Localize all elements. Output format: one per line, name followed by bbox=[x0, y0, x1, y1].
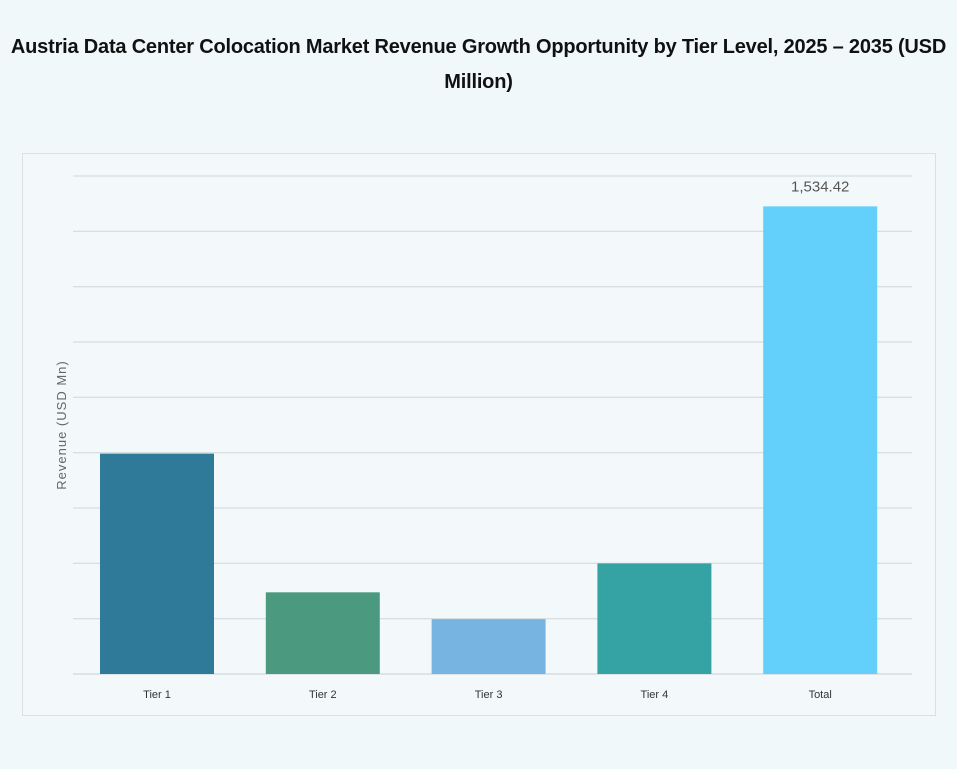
bar-tier-4 bbox=[597, 563, 712, 674]
data-label: 1,534.42 bbox=[791, 178, 849, 195]
x-tick-label: Tier 4 bbox=[641, 689, 669, 701]
x-tick-label: Tier 2 bbox=[309, 689, 337, 701]
labels: Tier 1 Tier 2 Tier 3 Tier 4 Total 1,534.42 bbox=[143, 178, 849, 701]
bars bbox=[100, 206, 878, 674]
chart-title: Austria Data Center Colocation Market Re… bbox=[10, 36, 947, 93]
bar-tier-1 bbox=[100, 453, 214, 674]
x-tick-label: Tier 1 bbox=[143, 689, 171, 701]
x-tick-label: Tier 3 bbox=[475, 689, 503, 701]
bar-tier-3 bbox=[431, 619, 546, 674]
bar-tier-2 bbox=[265, 592, 380, 674]
bar-total bbox=[763, 206, 878, 674]
y-axis-label: Revenue (USD Mn) bbox=[54, 360, 69, 489]
x-tick-label: Total bbox=[809, 689, 832, 701]
